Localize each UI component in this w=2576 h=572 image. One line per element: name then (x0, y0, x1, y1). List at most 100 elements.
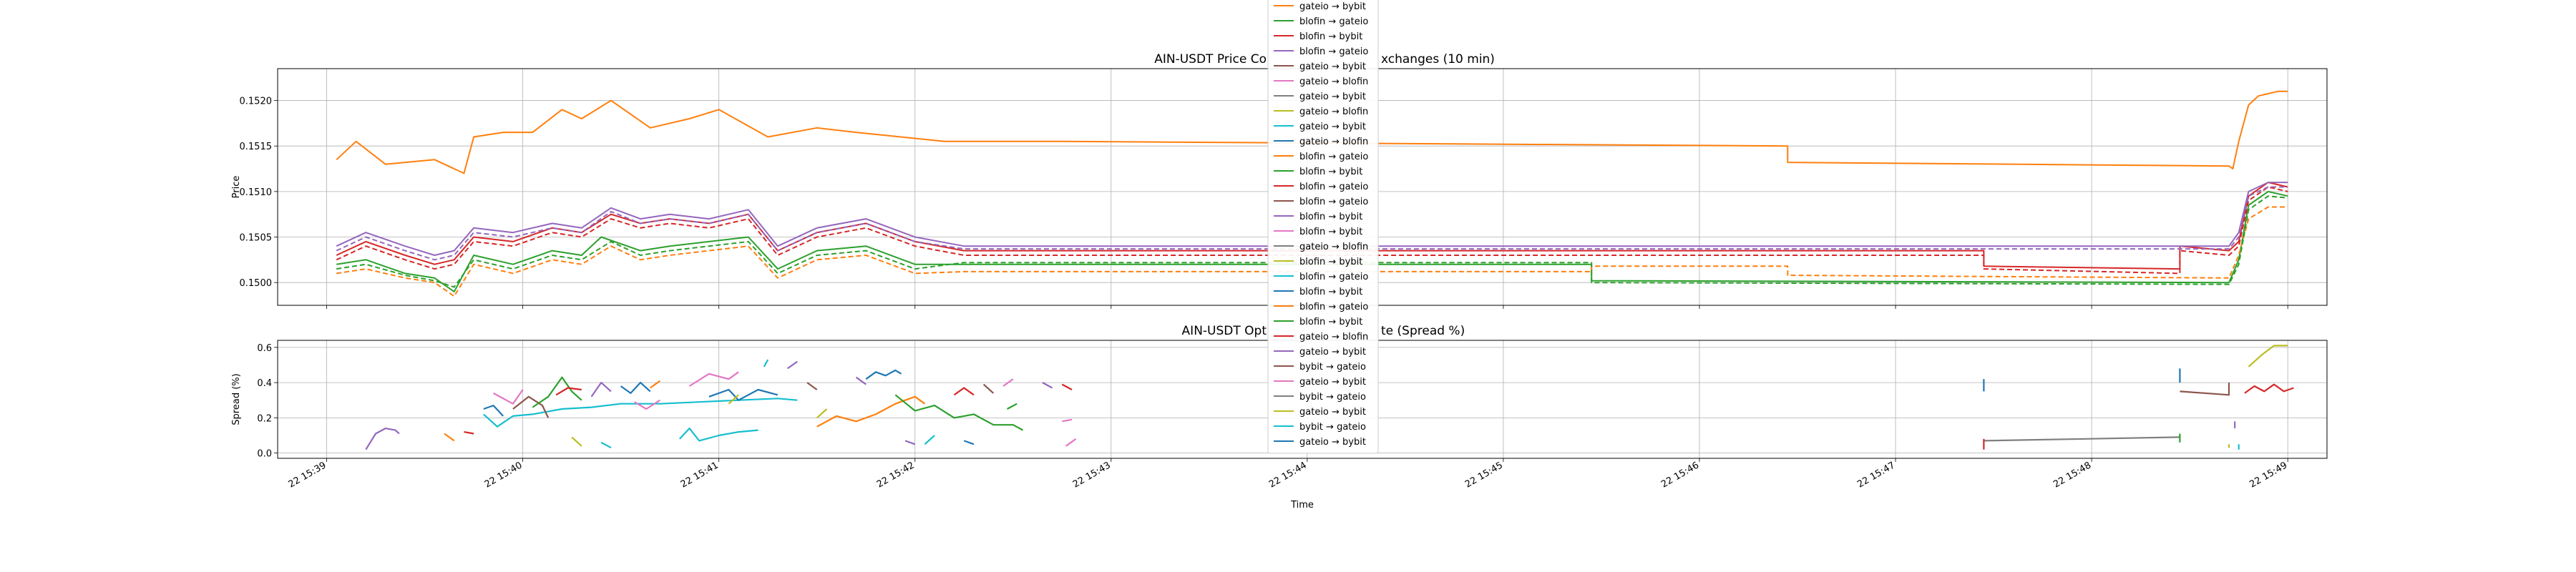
price-series-line (336, 90, 2288, 174)
y-tick-label: 0.4 (257, 378, 272, 389)
legend-box (1267, 0, 1379, 454)
legend-label: gateio → bybit (1299, 437, 1366, 448)
spread-series-line (1065, 438, 1077, 447)
spread-series-line (806, 382, 818, 390)
spread-series-line (600, 441, 612, 449)
legend-label: blofin → bybit (1299, 317, 1362, 327)
spread-series-line (1984, 436, 2180, 442)
spread-series-line (571, 436, 582, 447)
y-tick-label: 0.6 (257, 343, 272, 354)
spread-series-line (365, 428, 400, 450)
y-tick-label: 0.1510 (240, 187, 273, 198)
y-tick-label: 0.0 (257, 449, 272, 460)
legend-label: blofin → bybit (1299, 227, 1362, 237)
spread-series-line (1062, 418, 1073, 423)
spread-series-line (678, 428, 758, 442)
legend-label: gateio → blofin (1299, 332, 1368, 342)
chart-title-suffix: xchanges (10 min) (1381, 52, 1495, 66)
spread-series-line (953, 387, 975, 396)
y-tick-label: 0.1520 (240, 97, 273, 107)
legend-label: bybit → gateio (1299, 392, 1366, 403)
spread-series-group (365, 345, 2294, 450)
y-axis-label: Spread (%) (231, 373, 242, 425)
legend-label: bybit → gateio (1299, 362, 1366, 373)
spread-series-line (865, 369, 902, 380)
spread-series-line (786, 360, 798, 370)
spread-series-line (444, 433, 455, 442)
spread-series-line (555, 387, 582, 396)
spread-series-line (855, 376, 867, 385)
spread-series-line (728, 394, 739, 405)
legend-label: gateio → blofin (1299, 137, 1368, 147)
spread-series-line (532, 376, 582, 408)
spread-series-line (483, 405, 504, 417)
spread-series-line (763, 359, 769, 368)
legend-label: blofin → bybit (1299, 167, 1362, 177)
spread-series-line (1006, 403, 1018, 410)
spread-series-line (982, 383, 995, 394)
spread-series-line (650, 380, 661, 389)
spread-series-line (590, 382, 612, 398)
price-series-line (336, 190, 2288, 292)
legend: gateio → bybit blofin → gateio blofin → by… (1267, 0, 1379, 454)
price-axes: 0.1500 0.1505 0.1510 0.1515 0.1520 Price AIN-U… (231, 52, 2328, 309)
spread-series-line (708, 388, 779, 401)
spread-series-line (492, 389, 524, 405)
legend-label: blofin → gateio (1299, 16, 1368, 27)
legend-label: gateio → bybit (1299, 347, 1366, 358)
spread-series-line (620, 382, 651, 394)
legend-label: gateio → bybit (1299, 1, 1366, 12)
y-tick-label: 0.1500 (240, 278, 273, 289)
chart-title: AIN-USDT Price Co (1154, 52, 1267, 66)
legend-label: blofin → gateio (1299, 197, 1368, 207)
legend-label: blofin → bybit (1299, 257, 1362, 267)
legend-label: gateio → bybit (1299, 377, 1366, 388)
price-series-line (336, 186, 2288, 261)
x-axis-label: Time (1290, 500, 1314, 511)
price-series-group (336, 90, 2288, 297)
spread-series-line (1002, 378, 1014, 387)
spread-series-line (2248, 345, 2288, 368)
legend-label: blofin → gateio (1299, 302, 1368, 312)
spread-series-line (904, 440, 916, 445)
legend-label: gateio → blofin (1299, 77, 1368, 87)
spread-series-line (688, 371, 739, 387)
spread-series-line (464, 431, 474, 435)
spread-series-line (1042, 382, 1053, 389)
legend-label: blofin → gateio (1299, 46, 1368, 57)
spread-series-line (634, 399, 660, 410)
spread-series-line (1061, 383, 1073, 390)
y-tick-label: 0.1505 (240, 233, 273, 244)
legend-label: gateio → bybit (1299, 122, 1366, 132)
legend-label: blofin → gateio (1299, 152, 1368, 162)
legend-label: gateio → blofin (1299, 107, 1368, 117)
spread-series-line (483, 398, 798, 428)
price-series-line (336, 182, 2288, 256)
spread-series-line (816, 408, 828, 419)
y-tick-label: 0.2 (257, 413, 272, 424)
legend-label: bybit → gateio (1299, 422, 1366, 433)
legend-label: gateio → bybit (1299, 407, 1366, 418)
spread-series-line (894, 394, 1024, 431)
spread-series-line (924, 435, 935, 445)
chart-title: AIN-USDT Opt (1182, 324, 1267, 338)
legend-label: blofin → gateio (1299, 272, 1368, 282)
price-series-line (336, 206, 2288, 297)
price-series-line (336, 195, 2288, 288)
spread-series-line (963, 440, 975, 445)
legend-label: blofin → gateio (1299, 182, 1368, 192)
y-tick-label: 0.1515 (240, 142, 273, 152)
chart-title-suffix: te (Spread %) (1381, 324, 1465, 338)
legend-label: gateio → blofin (1299, 242, 1368, 252)
y-axis-label: Price (231, 176, 242, 199)
spread-series-line (2180, 383, 2230, 396)
spread-series-line (2244, 383, 2294, 394)
legend-label: blofin → bybit (1299, 287, 1362, 297)
spread-series-line (512, 395, 550, 418)
legend-label: blofin → bybit (1299, 31, 1362, 42)
spread-series-line (816, 395, 926, 428)
legend-label: gateio → bybit (1299, 92, 1366, 102)
legend-label: gateio → bybit (1299, 61, 1366, 72)
legend-label: blofin → bybit (1299, 212, 1362, 222)
